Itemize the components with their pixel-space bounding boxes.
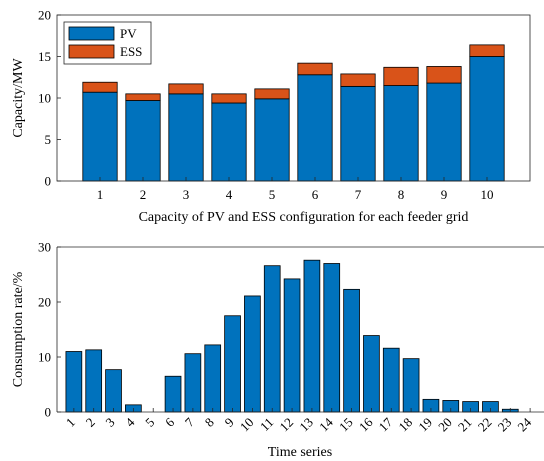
- x-tick-label: 13: [296, 415, 316, 435]
- bar-pv-2: [125, 100, 161, 182]
- bar-ess-6: [297, 62, 333, 76]
- x-tick-label: 3: [102, 415, 117, 430]
- capacity-chart: 1 2 3 4 5 6 7 8 9 10 0 5 10 15 20 Capacity of PV and ES…: [11, 8, 531, 225]
- bar-pv-1: [82, 91, 118, 182]
- bar-ess-8: [383, 66, 419, 86]
- x-tick-label: 17: [376, 414, 396, 434]
- bar-14: [323, 263, 341, 413]
- x-tick-label: 23: [495, 415, 515, 435]
- y-tick-label: 10: [38, 350, 51, 365]
- x-tick-label: 4: [226, 187, 233, 202]
- legend-label-pv: PV: [120, 26, 137, 41]
- bar-ess-4: [211, 93, 247, 104]
- x-tick-label: 10: [237, 415, 257, 435]
- bar-18: [402, 358, 420, 413]
- x-tick-label: 12: [276, 415, 296, 435]
- x-tick-label: 3: [183, 187, 190, 202]
- bar-3: [105, 369, 122, 413]
- y-tick-label: 20: [38, 295, 51, 310]
- x-tick-label: 9: [221, 415, 236, 430]
- x-tick-label: 7: [355, 187, 362, 202]
- y-tick-label: 30: [38, 240, 51, 255]
- bar-pv-5: [254, 98, 290, 182]
- y-axis-label: Consumption rate/%: [11, 271, 26, 387]
- bar-9: [224, 315, 241, 413]
- x-tick-label: 9: [441, 187, 448, 202]
- bar-2: [85, 349, 103, 413]
- x-tick-label: 2: [83, 415, 98, 430]
- bar-11: [263, 265, 281, 413]
- y-tick-label: 5: [45, 132, 52, 147]
- bar-ess-5: [254, 88, 290, 100]
- bar-8: [204, 344, 222, 413]
- bar-pv-8: [383, 85, 419, 182]
- x-tick-label: 18: [395, 415, 415, 435]
- x-tick-label: 1: [97, 187, 104, 202]
- y-tick-label: 15: [38, 49, 51, 64]
- x-tick-label: 8: [398, 187, 405, 202]
- bar-7: [184, 353, 202, 413]
- x-tick-label: 10: [481, 187, 494, 202]
- x-tick-label: 6: [312, 187, 319, 202]
- bar-13: [303, 259, 321, 413]
- x-tick-label: 16: [356, 414, 376, 434]
- bar-6: [164, 375, 182, 413]
- bar-pv-4: [211, 102, 247, 182]
- x-axis-label: Time series: [268, 445, 332, 460]
- x-tick-label: 5: [269, 187, 276, 202]
- bar-16: [363, 335, 380, 413]
- x-tick-label: 1: [63, 415, 78, 430]
- legend-label-ess: ESS: [120, 44, 142, 59]
- x-tick-label: 6: [162, 414, 178, 430]
- bar-17: [382, 347, 400, 413]
- x-tick-label: 11: [257, 415, 276, 434]
- x-tick-label: 22: [475, 415, 495, 435]
- bar-pv-6: [297, 74, 333, 182]
- x-tick-label: 24: [514, 414, 534, 434]
- x-axis-label: Capacity of PV and ESS configuration for…: [139, 210, 469, 225]
- x-tick-label: 8: [202, 415, 217, 430]
- legend: PV ESS: [63, 21, 152, 65]
- bar-ess-2: [125, 93, 161, 101]
- legend-swatch-pv: [68, 26, 115, 41]
- bar-pv-3: [168, 93, 204, 182]
- bar-ess-1: [82, 81, 118, 93]
- bar-1: [65, 351, 83, 413]
- bar-15: [343, 288, 360, 413]
- bar-ess-10: [469, 44, 505, 57]
- x-tick-label: 4: [122, 414, 138, 430]
- bar-pv-7: [340, 85, 376, 182]
- bar-ess-7: [340, 73, 376, 87]
- bar-ess-9: [426, 66, 462, 84]
- x-tick-label: 19: [415, 415, 435, 435]
- bar-pv-10: [469, 56, 505, 182]
- x-tick-label: 7: [182, 414, 198, 430]
- y-tick-label: 10: [38, 91, 51, 106]
- bar-12: [283, 278, 301, 413]
- y-tick-label: 20: [38, 8, 51, 23]
- y-tick-label: 0: [45, 405, 52, 420]
- x-tick-label: 21: [455, 415, 475, 435]
- plot-frame: [56, 14, 531, 182]
- x-tick-label: 20: [435, 415, 455, 435]
- x-tick-label: 15: [336, 415, 356, 435]
- bar-10: [244, 295, 261, 413]
- x-tick-label: 2: [140, 187, 147, 202]
- y-axis-label: Capacity/MW: [11, 58, 26, 138]
- bar-pv-9: [426, 82, 462, 182]
- bar-ess-3: [168, 83, 204, 95]
- x-tick-label: 14: [316, 414, 336, 434]
- legend-swatch-ess: [68, 44, 115, 59]
- y-tick-label: 0: [45, 174, 52, 189]
- x-tick-label: 5: [142, 415, 157, 430]
- consumption-rate-chart: 1 2 3 4 5 6 7 8 9 10 11 12 13 14 15 16 17 18 19 20 21 22 23 240…: [11, 240, 544, 460]
